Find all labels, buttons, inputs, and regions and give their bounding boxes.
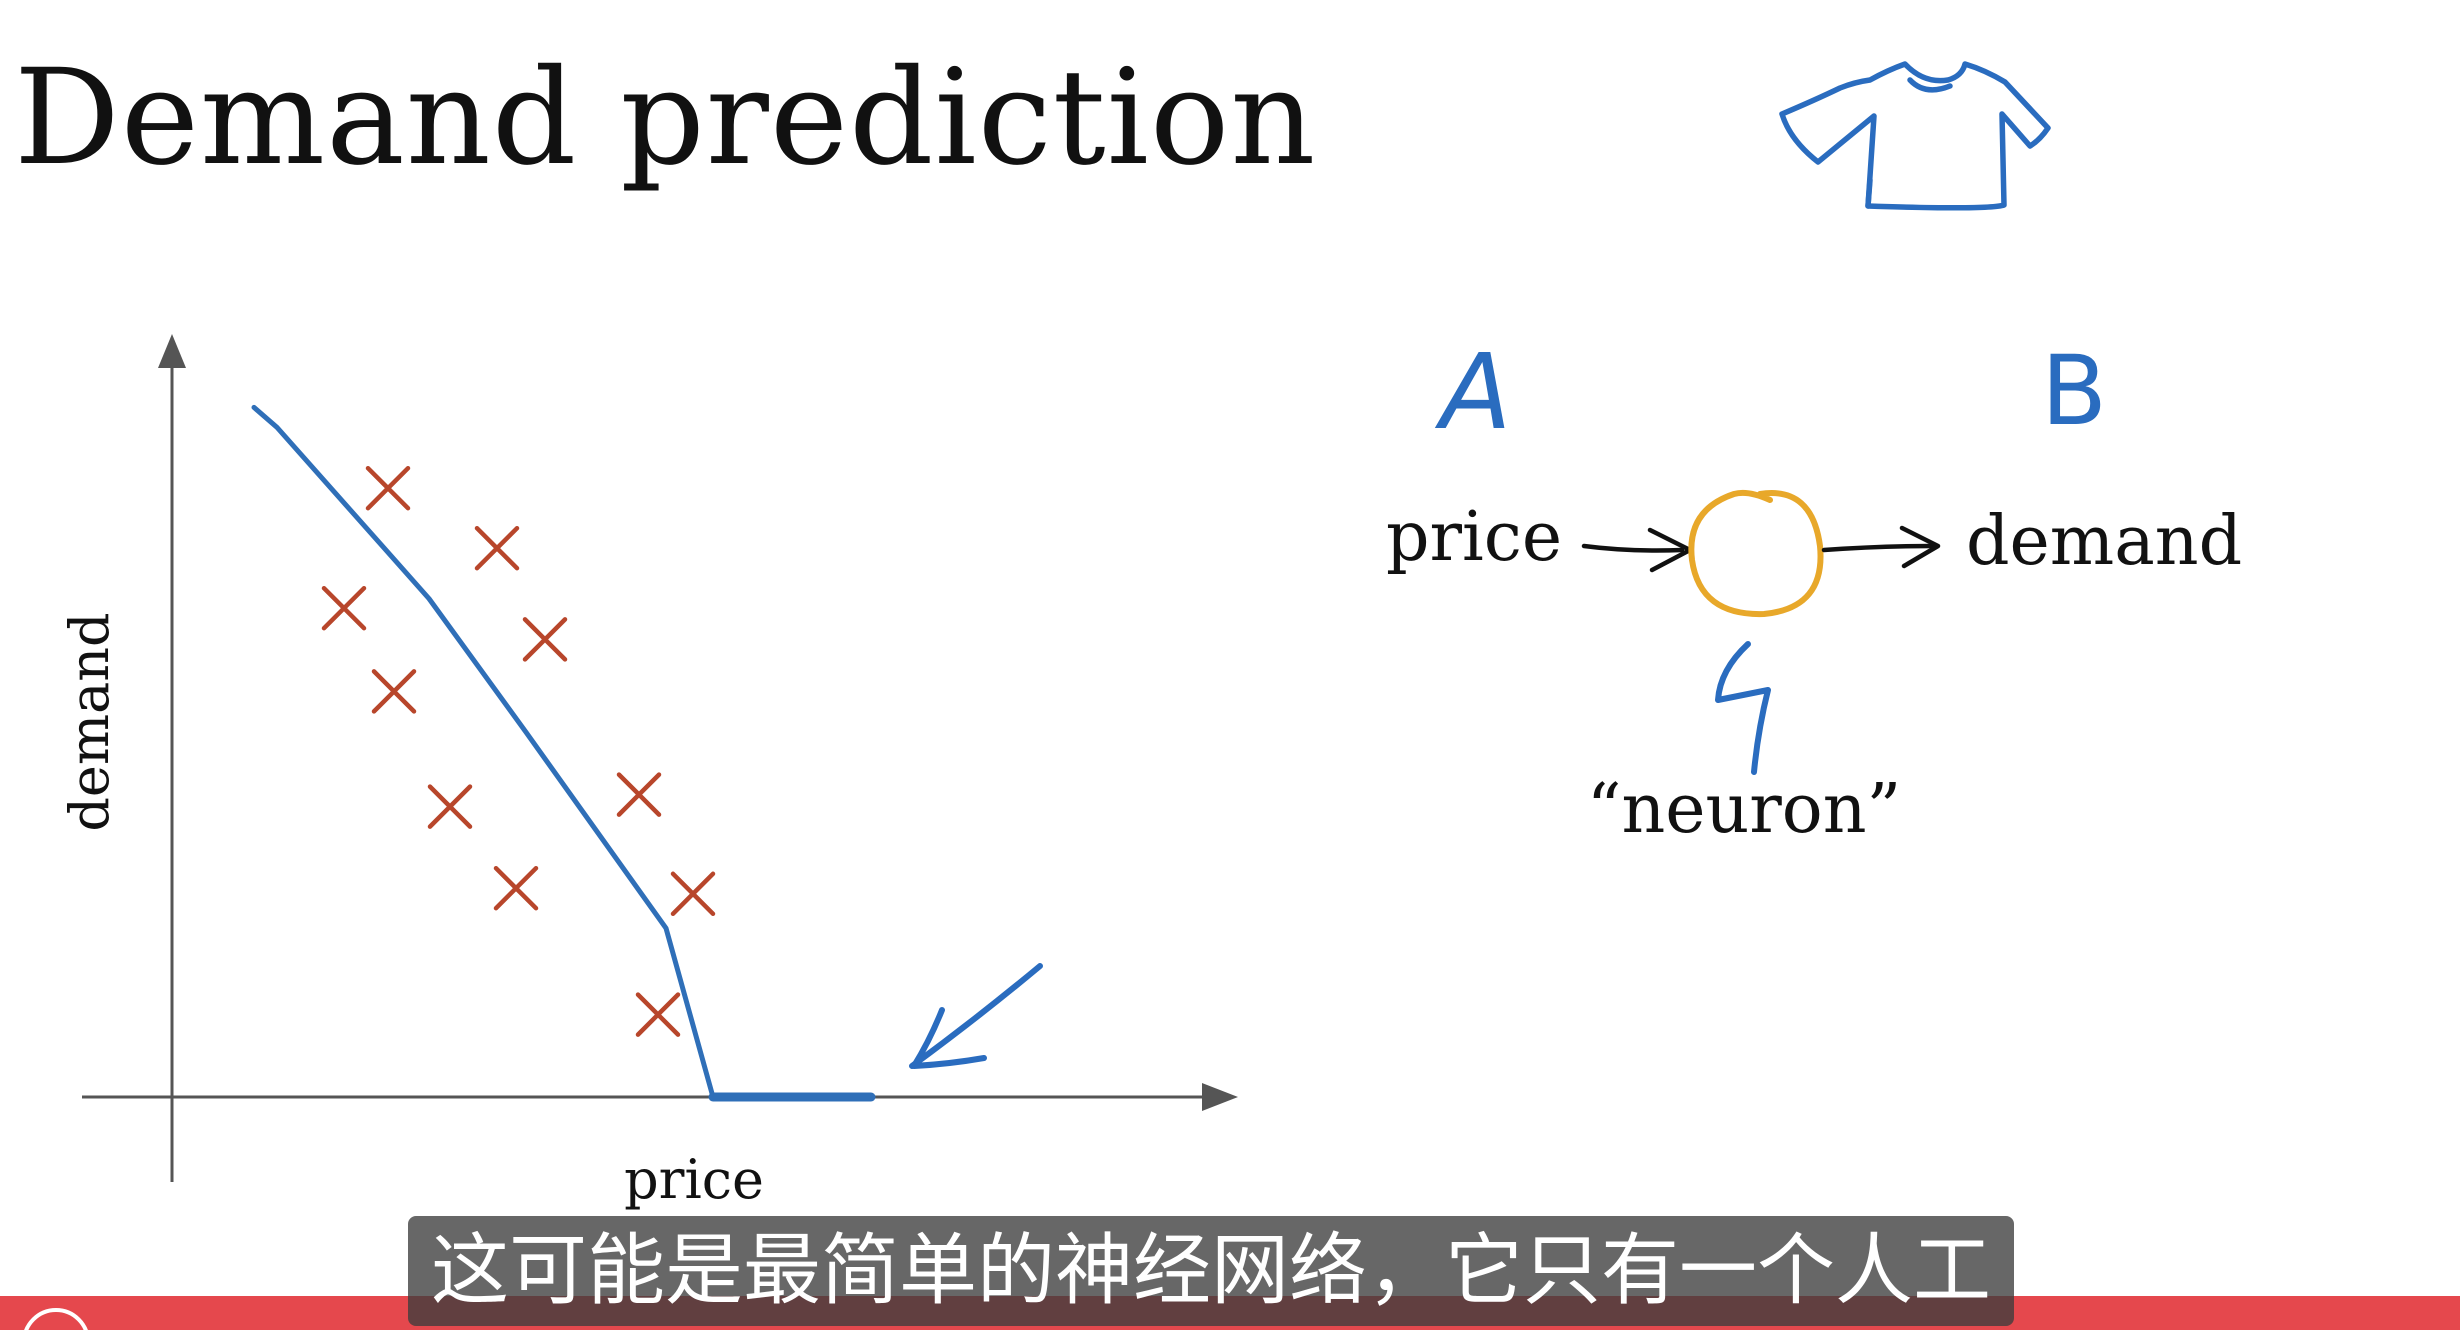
- data-point-x-marker: [616, 772, 662, 817]
- data-point-x-marker: [635, 992, 681, 1037]
- data-point-x-marker: [371, 669, 417, 714]
- input-label: price: [1386, 498, 1562, 577]
- annotation-arrow: [909, 963, 1043, 1069]
- data-point-x-marker: [670, 871, 716, 917]
- neuron-node: [1688, 489, 1824, 618]
- output-arrow: [1821, 525, 1941, 569]
- y-axis-arrowhead: [158, 334, 186, 368]
- x-axis-label: price: [624, 1148, 764, 1211]
- data-point-x-marker: [493, 865, 539, 911]
- chart-axes: [82, 334, 1238, 1182]
- label-b: B: [2041, 335, 2107, 447]
- slide-title: Demand prediction: [14, 41, 1317, 195]
- data-point-x-marker: [365, 465, 411, 511]
- x-axis-arrowhead: [1202, 1083, 1238, 1111]
- data-point-x-marker: [427, 784, 473, 829]
- subtitle-caption: 这可能是最简单的神经网络，它只有一个人工: [408, 1216, 2014, 1326]
- neuron-pointer-arrow: [1715, 641, 1771, 775]
- output-label: demand: [1966, 502, 2242, 581]
- neuron-diagram: A B price demand “neuron”: [1386, 331, 2242, 849]
- y-axis-label: demand: [58, 612, 121, 831]
- label-a: A: [1434, 331, 1511, 453]
- data-point-x-marker: [522, 617, 568, 662]
- data-points: [321, 465, 716, 1037]
- input-arrow: [1581, 527, 1693, 573]
- t-shirt-icon: [1779, 61, 2051, 211]
- neuron-caption: “neuron”: [1587, 770, 1902, 849]
- data-point-x-marker: [474, 525, 520, 571]
- fit-line: [251, 404, 874, 1100]
- data-point-x-marker: [321, 585, 367, 631]
